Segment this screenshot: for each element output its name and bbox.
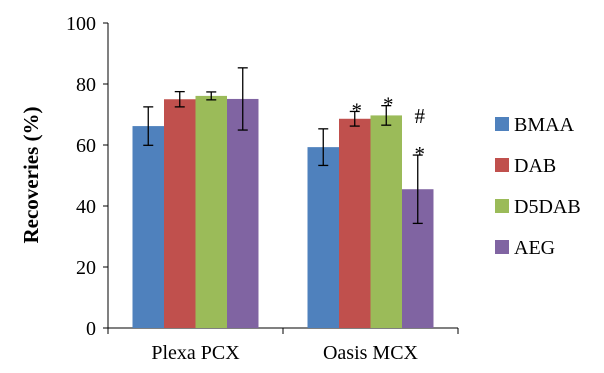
bar — [339, 118, 371, 329]
bar — [195, 95, 227, 329]
legend-swatch — [495, 199, 509, 213]
bar — [227, 98, 259, 328]
legend-swatch — [495, 158, 509, 172]
significance-mark: # — [415, 104, 426, 128]
bars — [132, 95, 434, 329]
legend-label: D5DAB — [514, 196, 581, 218]
x-tick-label: Plexa PCX — [151, 342, 240, 364]
legend-label: DAB — [514, 155, 556, 177]
error-bars — [143, 67, 423, 225]
y-tick-label: 0 — [86, 318, 96, 340]
significance-mark: * — [415, 142, 426, 166]
significance-annotations: * * # * — [352, 93, 426, 166]
y-axis-title: Recoveries (%) — [19, 106, 43, 243]
bar — [370, 115, 402, 328]
y-tick-label: 60 — [76, 135, 96, 157]
legend-label: BMAA — [514, 114, 575, 136]
legend-label: AEG — [514, 237, 555, 259]
legend-swatch — [495, 117, 509, 131]
y-tick-label: 80 — [76, 74, 96, 96]
x-tick-label: Oasis MCX — [323, 342, 419, 364]
bar — [307, 147, 339, 328]
bar — [164, 99, 196, 328]
significance-mark: * — [383, 93, 394, 117]
legend-swatch — [495, 240, 509, 254]
significance-mark: * — [352, 98, 363, 122]
y-tick-label: 100 — [66, 13, 96, 35]
y-tick-label: 20 — [76, 257, 96, 279]
legend: BMAA DAB D5DAB AEG — [495, 114, 581, 259]
bar — [132, 126, 164, 328]
y-tick-label: 40 — [76, 196, 96, 218]
